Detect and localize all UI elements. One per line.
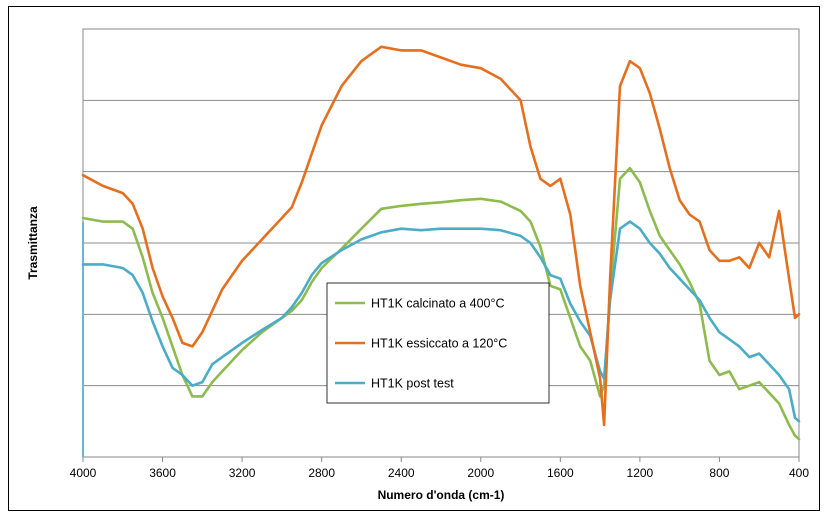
gridlines <box>83 99 799 387</box>
series-line <box>81 166 801 441</box>
chart-frame: 4000 3600 3200 2800 2400 2000 1600 1200 800 400 T… <box>8 6 820 511</box>
x-tick-label: 1600 <box>547 466 574 480</box>
ftir-spectrum-chart: 4000 3600 3200 2800 2400 2000 1600 1200 800 400 T… <box>26 28 809 502</box>
x-tick-label: 800 <box>709 466 729 480</box>
y-axis-title: Trasmittanza <box>26 206 40 280</box>
x-tick-label: 3200 <box>229 466 256 480</box>
series-layer <box>81 45 801 441</box>
x-axis-title: Numero d'onda (cm-1) <box>378 488 505 502</box>
legend-items: HT1K calcinato a 400°C HT1K essiccato a 1… <box>335 297 507 391</box>
x-tick-label: 2000 <box>467 466 494 480</box>
legend-label: HT1K calcinato a 400°C <box>371 297 505 311</box>
x-tick-label: 3600 <box>149 466 176 480</box>
series-line <box>81 45 801 427</box>
x-tick-label: 2400 <box>388 466 415 480</box>
x-tick-label: 2800 <box>308 466 335 480</box>
legend-label: HT1K post test <box>371 377 454 391</box>
legend-label: HT1K essiccato a 120°C <box>371 337 507 351</box>
legend: HT1K calcinato a 400°C HT1K essiccato a 1… <box>326 282 550 404</box>
series-line <box>81 220 801 423</box>
x-tick-label: 1200 <box>627 466 654 480</box>
x-tick-label: 4000 <box>70 466 97 480</box>
x-tick-label: 400 <box>789 466 809 480</box>
x-axis: 4000 3600 3200 2800 2400 2000 1600 1200 800 400 <box>70 457 809 480</box>
